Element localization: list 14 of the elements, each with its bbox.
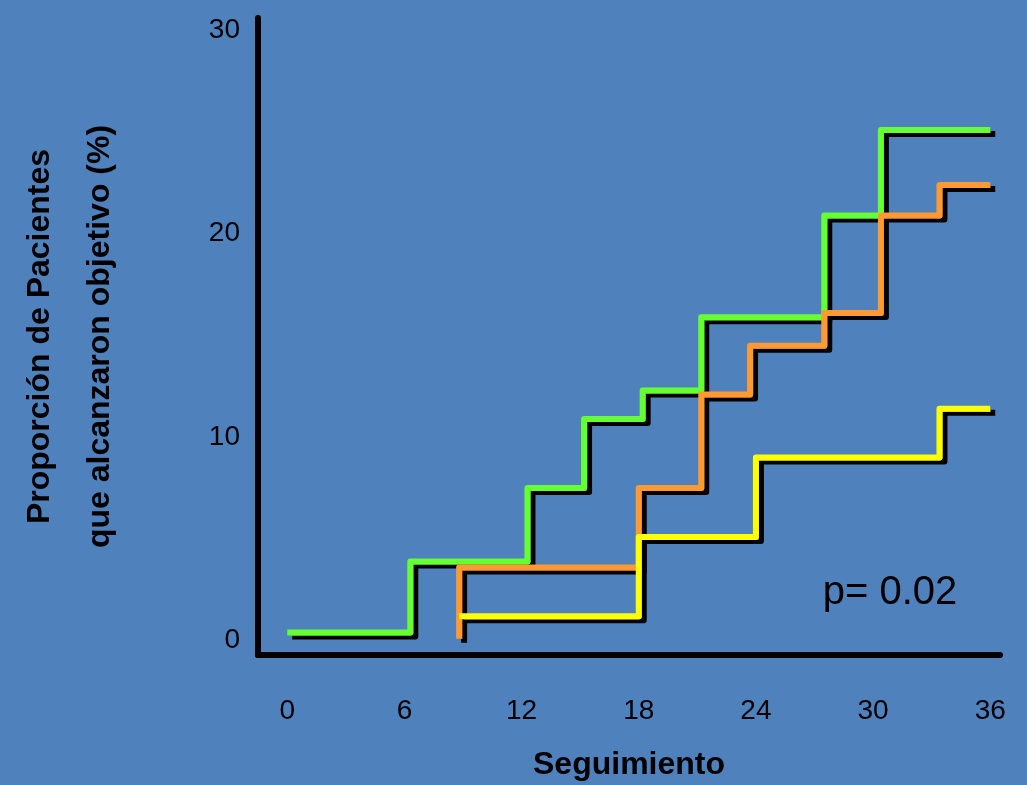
y-tick-label: 30 — [208, 12, 240, 44]
y-tick-label: 20 — [208, 216, 240, 248]
x-tick-label: 36 — [974, 693, 1006, 725]
x-tick-label: 6 — [396, 693, 413, 725]
x-tick-label: 12 — [506, 693, 538, 725]
annotation: p= 0.02 — [822, 568, 958, 612]
x-tick-label: 30 — [857, 693, 889, 725]
y-axis-title: Proporción de Pacientes que alcanzaron objetivo (%) — [20, 124, 116, 549]
x-axis-title: Seguimiento — [532, 745, 726, 781]
x-tick-label: 18 — [623, 693, 655, 725]
x-tick-label: 0 — [279, 693, 296, 725]
y-tick-label: 0 — [224, 623, 240, 655]
y-tick-label: 10 — [208, 419, 240, 451]
x-tick-label: 24 — [740, 693, 772, 725]
